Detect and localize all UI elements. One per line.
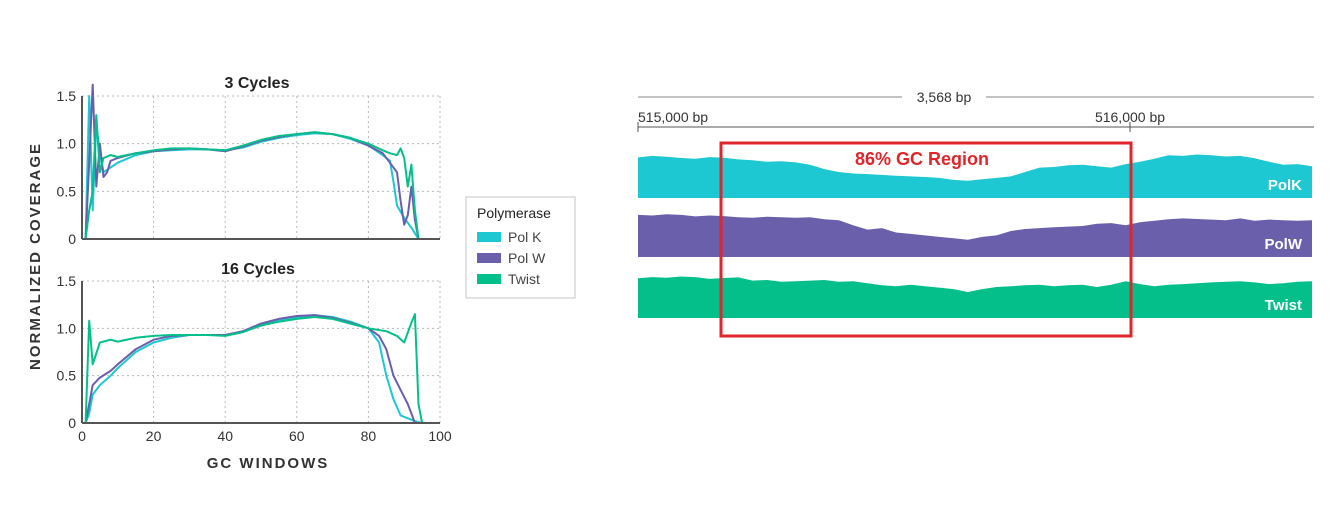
track-label-twist: Twist (1265, 297, 1302, 314)
x-tick-16-cycles-4: 80 (361, 428, 377, 444)
span-label: 3,568 bp (917, 89, 972, 105)
x-tick-16-cycles-1: 20 (146, 428, 162, 444)
legend-label-pol-w: Pol W (508, 250, 546, 266)
y-tick-16-cycles-1: 0.5 (57, 368, 77, 384)
chart-3-cycles: 3 Cycles 0 0.5 1.0 1.5 (57, 75, 441, 247)
legend-swatch-pol-k (477, 232, 501, 242)
legend: Polymerase Pol K Pol W Twist (465, 196, 576, 299)
ticks-16-cycles: 0 0.5 1.0 1.5 0 20 40 60 80 100 (57, 273, 452, 444)
grid-16-cycles (82, 280, 441, 423)
x-tick-16-cycles-3: 60 (289, 428, 305, 444)
y-tick-3-cycles-1: 0.5 (57, 183, 77, 199)
x-tick-16-cycles-5: 100 (428, 428, 452, 444)
y-tick-16-cycles-3: 1.5 (57, 273, 77, 289)
legend-item-pol-w: Pol W (477, 250, 546, 266)
y-tick-3-cycles-3: 1.5 (57, 88, 77, 104)
bp-label-515000: 515,000 bp (638, 109, 708, 125)
legend-item-twist: Twist (477, 271, 540, 287)
series-line-twist-3-cycles (84, 114, 420, 240)
coverage-track-twist (638, 276, 1312, 318)
coverage-track-polk (638, 154, 1312, 198)
ticks-3-cycles: 0 0.5 1.0 1.5 (57, 88, 77, 247)
grid-3-cycles (82, 95, 441, 239)
chart-title-16-cycles: 16 Cycles (221, 261, 295, 278)
genome-browser: 3,568 bp 515,000 bp 516,000 bp PolK PolW T… (637, 89, 1314, 338)
gc-region-box (719, 141, 1133, 338)
y-tick-16-cycles-0: 0 (68, 415, 76, 431)
x-tick-16-cycles-0: 0 (78, 428, 86, 444)
x-axis-title: GC WINDOWS (207, 455, 330, 472)
x-tick-16-cycles-2: 40 (217, 428, 233, 444)
y-tick-3-cycles-2: 1.0 (57, 136, 77, 152)
bp-label-516000: 516,000 bp (1095, 109, 1165, 125)
coverage-track-polw (638, 214, 1312, 257)
gc-region-label: 86% GC Region (855, 149, 989, 169)
coverage-tracks: PolK PolW Twist (638, 154, 1312, 318)
y-axis-title: NORMALIZED COVERAGE (27, 142, 44, 370)
legend-swatch-pol-w (477, 253, 501, 263)
series-16-cycles (84, 313, 424, 424)
series-line-pol-w-16-cycles (84, 314, 416, 424)
legend-label-pol-k: Pol K (508, 229, 542, 245)
legend-label-twist: Twist (508, 271, 540, 287)
legend-item-pol-k: Pol K (477, 229, 542, 245)
legend-title: Polymerase (477, 205, 551, 221)
legend-swatch-twist (477, 274, 501, 284)
chart-title-3-cycles: 3 Cycles (225, 75, 290, 92)
y-tick-16-cycles-2: 1.0 (57, 320, 77, 336)
series-3-cycles (84, 83, 420, 240)
series-line-twist-16-cycles (84, 313, 424, 424)
y-tick-3-cycles-0: 0 (68, 231, 76, 247)
track-label-polw: PolW (1265, 236, 1303, 253)
track-label-polk: PolK (1268, 177, 1302, 194)
chart-16-cycles: 16 Cycles 0 0.5 1.0 1.5 0 20 40 60 80 100 (57, 261, 452, 444)
